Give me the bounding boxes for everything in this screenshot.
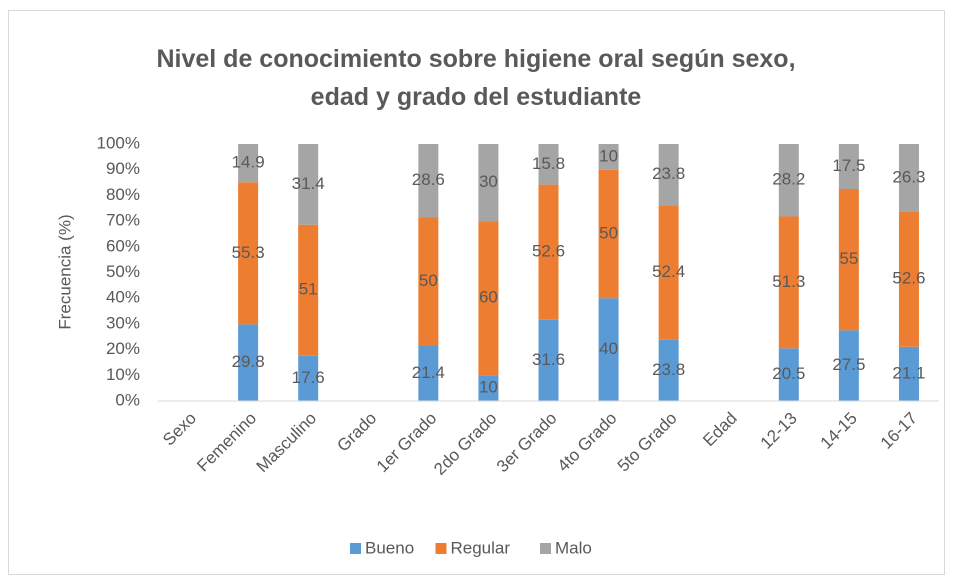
bar-segment [598,298,619,401]
y-tick-label: 100% [97,133,140,152]
bar-segment [658,339,679,401]
data-label: 51.3 [772,272,805,291]
bar-segment [898,211,919,347]
bar-segment [238,182,259,325]
y-tick-label: 90% [106,159,140,178]
bar-segment [778,348,799,401]
legend-swatch [435,543,447,554]
data-label: 51 [299,280,318,299]
data-label: 23.8 [652,360,685,379]
bar-segment [298,224,319,356]
bar-segment [658,144,679,206]
bar-segment [658,205,679,340]
data-label: 23.8 [652,164,685,183]
y-tick-label: 40% [106,288,140,307]
data-label: 26.3 [892,167,925,186]
legend-label: Bueno [365,538,414,557]
bar-segment [298,144,319,225]
bar-segment [538,144,559,185]
data-label: 17.6 [292,368,325,387]
data-label: 10 [599,146,618,165]
bar-segment [598,144,619,170]
bar-segment [778,144,799,217]
data-label: 50 [419,271,438,290]
data-label: 40 [599,339,618,358]
bar-segment [418,346,439,401]
bar-segment [418,217,439,347]
bar-segment [538,319,559,401]
data-label: 52.6 [532,242,565,261]
legend-label: Malo [555,538,592,557]
data-label: 31.4 [292,174,325,193]
data-label: 29.8 [232,352,265,371]
data-label: 55 [839,249,858,268]
bar-segment [838,188,859,331]
data-label: 27.5 [832,355,865,374]
data-label: 14.9 [232,153,265,172]
bar-segment [478,375,499,401]
legend-swatch [540,543,551,554]
y-tick-label: 10% [106,365,140,384]
y-tick-label: 70% [106,211,140,230]
data-label: 52.6 [892,269,925,288]
data-label: 60 [479,288,498,307]
bar-segment [838,330,859,401]
bar-segment [838,144,859,189]
y-tick-label: 50% [106,262,140,281]
bar-segment [778,216,799,349]
y-tick-label: 20% [106,339,140,358]
data-label: 28.2 [772,170,805,189]
data-label: 15.8 [532,154,565,173]
data-label: 30 [479,172,498,191]
bar-segment [478,144,499,222]
data-label: 20.5 [772,364,805,383]
y-tick-label: 0% [115,390,140,409]
bar-segment [238,144,259,183]
y-tick-label: 30% [106,313,140,332]
bar-segment [598,169,619,299]
bar-segment [538,184,559,320]
y-tick-label: 60% [106,236,140,255]
data-label: 21.4 [412,363,445,382]
legend-label: Regular [451,538,511,557]
legend-swatch [350,543,361,554]
bar-segment [238,324,259,401]
bar-segment [418,144,439,218]
data-label: 21.1 [892,363,925,382]
data-label: 31.6 [532,350,565,369]
bar-segment [478,221,499,376]
y-tick-label: 80% [106,185,140,204]
data-label: 50 [599,223,618,242]
bar-segment [898,346,919,401]
bar-segment [898,144,919,212]
data-label: 28.6 [412,170,445,189]
data-label: 55.3 [232,243,265,262]
data-label: 10 [479,378,498,397]
bar-segment [298,355,319,401]
data-label: 17.5 [832,156,865,175]
data-label: 52.4 [652,262,685,281]
y-axis-label: Frecuencia (%) [55,214,74,329]
chart-title: Nivel de conocimiento sobre higiene oral… [156,45,796,111]
